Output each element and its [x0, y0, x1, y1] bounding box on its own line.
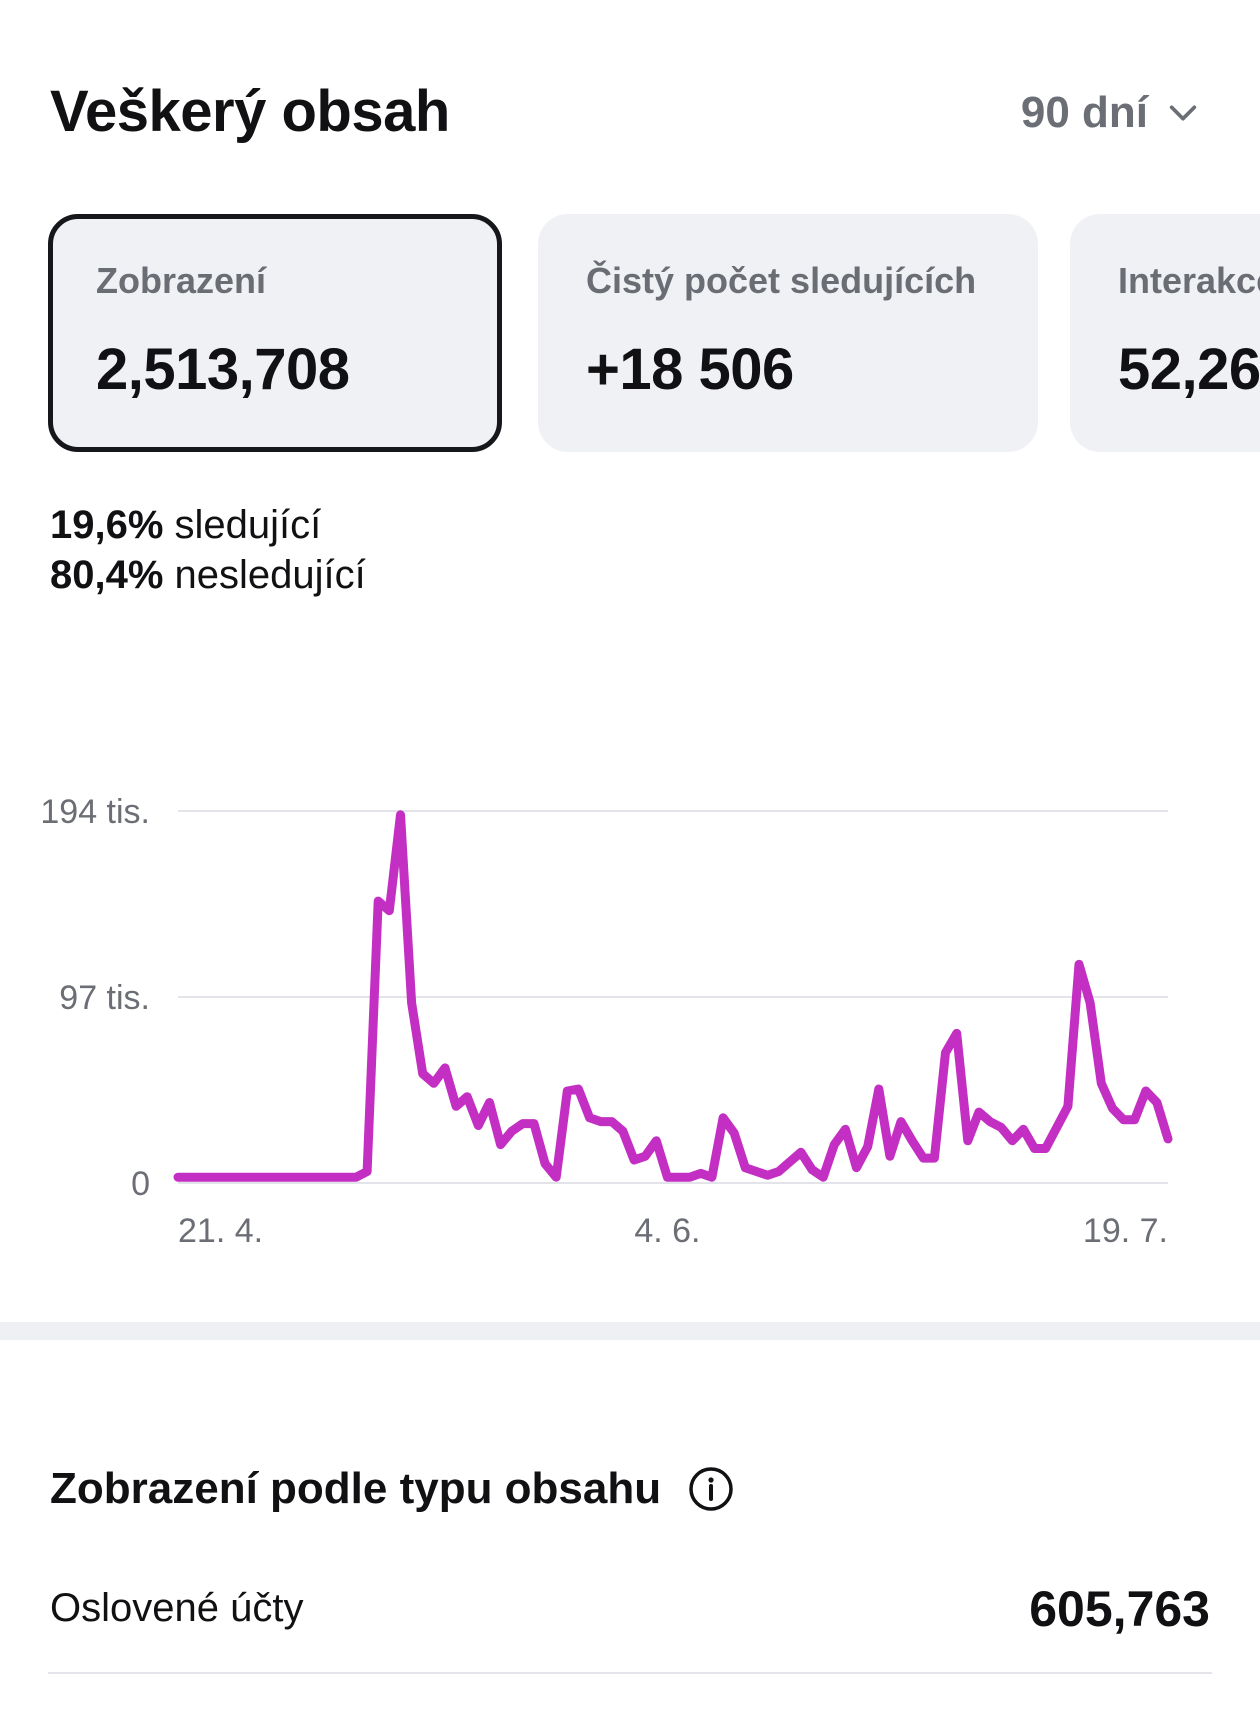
row-label: Oslovené účty [50, 1586, 304, 1630]
nonfollowers-share: 80,4% nesledující [50, 553, 366, 597]
y-tick-label: 0 [131, 1165, 150, 1203]
metric-cards: Zobrazení 2,513,708 Čistý počet sledujíc… [48, 214, 1260, 454]
x-tick-label: 19. 7. [1083, 1212, 1168, 1250]
x-tick-label: 4. 6. [634, 1212, 700, 1250]
series-line [173, 810, 1173, 1182]
metric-value: 2,513,708 [96, 337, 350, 402]
audience-split: 19,6% sledující 80,4% nesledující [50, 500, 366, 600]
metric-label: Interakce [1118, 260, 1260, 301]
reached-accounts-row[interactable]: Oslovené účty 605,763 [50, 1580, 1210, 1660]
chevron-down-icon [1169, 105, 1197, 121]
views-line-chart[interactable]: 194 tis. 97 tis. 0 21. 4. 4. 6. 19. 7. [0, 770, 1260, 1270]
x-tick-label: 21. 4. [178, 1212, 263, 1250]
date-range-label: 90 dní [1020, 88, 1148, 137]
page-title: Veškerý obsah [50, 79, 450, 144]
metric-label: Zobrazení [96, 260, 267, 301]
metric-card-interactions[interactable]: Interakce 52,26 [1070, 214, 1260, 452]
chart-svg: 194 tis. 97 tis. 0 21. 4. 4. 6. 19. 7. [40, 793, 1173, 1250]
metric-card-net-followers[interactable]: Čistý počet sledujících +18 506 [538, 214, 1038, 452]
header: Veškerý obsah 90 dní [50, 78, 1200, 158]
date-range-selector[interactable]: 90 dní [1021, 88, 1200, 138]
metric-card-views[interactable]: Zobrazení 2,513,708 [48, 214, 502, 452]
info-icon[interactable] [687, 1465, 735, 1513]
y-tick-label: 194 tis. [40, 793, 150, 831]
section-title-text: Zobrazení podle typu obsahu [50, 1464, 662, 1513]
followers-share: 19,6% sledující [50, 503, 322, 547]
y-tick-label: 97 tis. [59, 979, 150, 1017]
row-divider [48, 1672, 1212, 1674]
section-divider [0, 1322, 1260, 1340]
row-value: 605,763 [1029, 1581, 1210, 1637]
metric-value: 52,26 [1118, 337, 1260, 402]
metric-label: Čistý počet sledujících [586, 260, 977, 301]
metric-value: +18 506 [586, 337, 794, 402]
section-title: Zobrazení podle typu obsahu [50, 1464, 735, 1514]
